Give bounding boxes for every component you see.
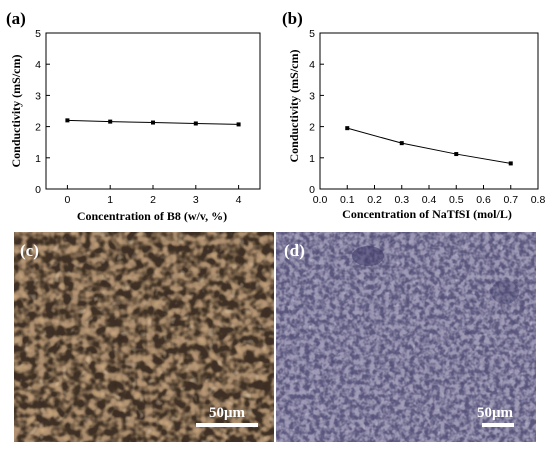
b-x-tick-label: 0.1: [340, 194, 355, 206]
a-x-tick-label: 4: [236, 194, 242, 206]
b-y-tick-label: 1: [309, 153, 315, 165]
b-x-tick-label: 0.0: [313, 194, 328, 206]
b-x-tick-label: 0.4: [422, 194, 437, 206]
panel-a-x-axis-label: Concentration of B8 (w/v, %): [77, 209, 227, 223]
a-y-tick-label: 5: [35, 28, 41, 40]
b-data-point: [454, 152, 459, 157]
a-data-point: [65, 118, 70, 123]
panel-b-x-axis-label: Concentration of NaTfSI (mol/L): [342, 207, 512, 221]
panel-a-axes: 0 1 2 3 4 5 0 1 2 3 4: [35, 28, 261, 206]
a-x-tick-label: 2: [150, 194, 156, 206]
panel-b-series: [345, 126, 513, 166]
a-y-tick-label: 2: [35, 122, 41, 134]
a-y-tick-label: 1: [35, 153, 41, 165]
b-plot-frame: [319, 32, 539, 190]
panel-b-axes: 0 1 2 3 4 5 0.0 0.1 0.2 0.3 0.4 0.5 0.6 0.7 0.8: [309, 28, 545, 206]
panel-a-series: [65, 118, 241, 127]
panel-b-label: (b): [282, 9, 303, 28]
a-data-point: [151, 120, 155, 125]
panel-c-scale-bar: [196, 423, 258, 427]
b-x-tick-label: 0.7: [503, 194, 518, 206]
micrograph-d: (d) 50μm: [276, 232, 536, 442]
b-data-point: [399, 141, 404, 146]
micrograph-c-highlights: [14, 232, 274, 442]
a-x-tick-label: 3: [193, 194, 199, 206]
panel-d-label: (d): [284, 241, 305, 260]
b-y-tick-label: 0: [309, 184, 315, 196]
b-y-tick-label: 4: [309, 59, 315, 71]
b-series-line: [347, 127, 511, 164]
a-y-tick-label: 0: [35, 184, 41, 196]
b-data-point: [508, 161, 513, 166]
b-x-tick-label: 0.6: [476, 194, 491, 206]
a-data-point: [236, 122, 241, 127]
panel-d-scale-bar-text: 50μm: [477, 405, 514, 421]
b-x-tick-label: 0.2: [367, 194, 382, 206]
panel-c-label: (c): [20, 241, 39, 260]
a-plot-frame: [45, 32, 261, 190]
b-y-tick-label: 2: [309, 122, 315, 134]
panel-a-label: (a): [6, 9, 26, 28]
b-x-tick-label: 0.5: [449, 194, 464, 206]
a-y-tick-label: 4: [35, 59, 41, 71]
panel-b-y-axis-label: Conductivity (mS/cm): [287, 50, 301, 163]
a-x-tick-label: 0: [64, 194, 70, 206]
panel-d-scale-bar: [482, 423, 514, 427]
micrograph-d-dark-spot: [352, 246, 384, 266]
panel-b-chart: (b) 0 1 2 3 4 5 0.0 0.1 0.2 0.3 0.4 0.5 0.6 0.7 0.8 Co…: [282, 9, 545, 221]
panel-a-chart: (a) 0 1 2 3 4 5 0 1 2 3 4 Concentration of B8 (w/v…: [6, 9, 261, 223]
a-data-point: [193, 121, 198, 126]
micrograph-d-dark-spot: [491, 280, 519, 304]
b-x-tick-label: 0.8: [531, 194, 546, 206]
b-y-tick-label: 5: [309, 28, 315, 40]
b-y-tick-label: 3: [309, 90, 315, 102]
panel-a-y-axis-label: Conductivity (mS/cm): [9, 55, 23, 168]
b-x-tick-label: 0.3: [394, 194, 409, 206]
micrograph-d-highlights: [276, 232, 536, 442]
a-x-tick-label: 1: [107, 194, 113, 206]
a-data-point: [108, 119, 113, 124]
b-data-point: [345, 126, 350, 131]
panel-c-scale-bar-text: 50μm: [209, 405, 246, 421]
a-y-tick-label: 3: [35, 90, 41, 102]
micrograph-c: (c) 50μm: [14, 232, 274, 442]
